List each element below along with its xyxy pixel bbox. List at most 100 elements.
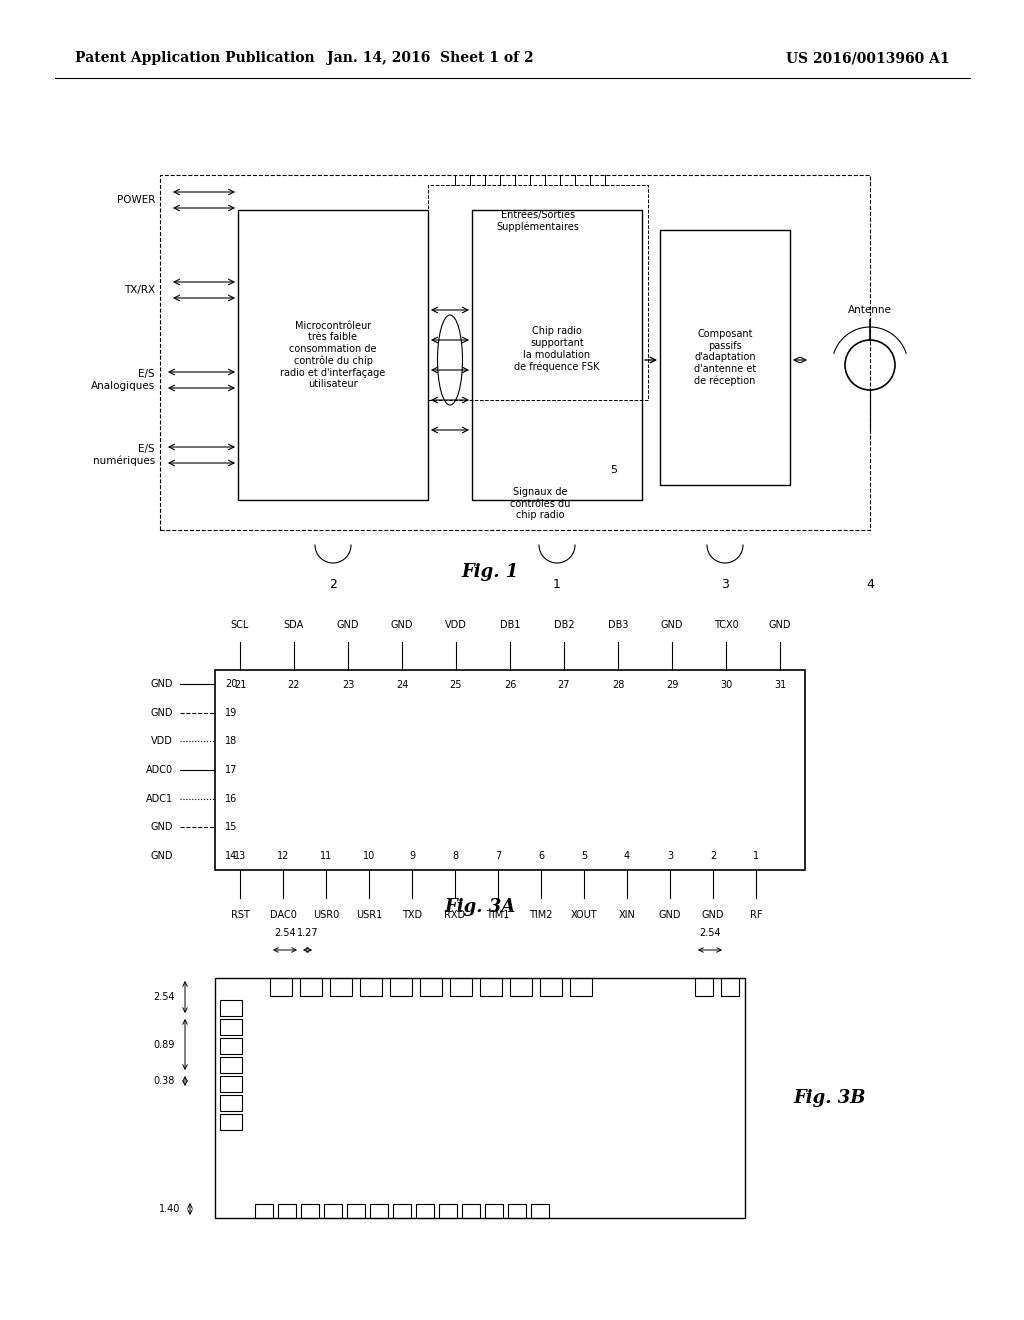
Text: 5: 5 [610,465,617,475]
Bar [540,978,562,997]
Text: 21: 21 [233,680,246,690]
Text: GND: GND [151,851,173,861]
Text: Antenne: Antenne [848,305,892,315]
Text: 2.54: 2.54 [154,993,175,1002]
Text: 2.54: 2.54 [274,928,296,939]
Text: 22: 22 [288,680,300,690]
Text: GND: GND [769,620,792,630]
Text: POWER: POWER [117,195,155,205]
Text: 31: 31 [774,680,786,690]
Text: 30: 30 [720,680,732,690]
Text: TIM1: TIM1 [486,909,510,920]
Bar [220,1114,242,1130]
Text: 20: 20 [225,678,238,689]
Text: Entrées/Sorties
Supplémentaires: Entrées/Sorties Supplémentaires [497,210,580,232]
Bar [160,176,870,531]
Bar [300,978,322,997]
Bar [531,1204,549,1218]
Bar [570,978,592,997]
Text: XOUT: XOUT [570,909,597,920]
Text: DB1: DB1 [500,620,520,630]
Text: Microcontrôleur
très faible
consommation de
contrôle du chip
radio et d'interfaç: Microcontrôleur très faible consommation… [281,321,386,389]
Text: 2: 2 [329,578,337,591]
Text: Patent Application Publication: Patent Application Publication [75,51,314,65]
Bar [347,1204,365,1218]
Text: TXD: TXD [402,909,422,920]
Text: GND: GND [151,708,173,718]
Text: 1.40: 1.40 [159,1204,180,1214]
Text: 5: 5 [581,851,587,861]
Text: RST: RST [230,909,250,920]
Text: 25: 25 [450,680,462,690]
Text: XIN: XIN [618,909,636,920]
Text: E/S
Analogiques: E/S Analogiques [91,370,155,391]
Text: DB2: DB2 [554,620,574,630]
Bar [450,978,472,997]
Text: 6: 6 [538,851,544,861]
Text: Jan. 14, 2016  Sheet 1 of 2: Jan. 14, 2016 Sheet 1 of 2 [327,51,534,65]
Text: 14: 14 [225,851,238,861]
Text: ADC1: ADC1 [145,793,173,804]
Bar [360,978,382,997]
Text: US 2016/0013960 A1: US 2016/0013960 A1 [786,51,950,65]
Bar [439,1204,457,1218]
Text: 18: 18 [225,737,238,746]
Bar [215,978,745,1218]
Text: 3: 3 [721,578,729,591]
Text: 28: 28 [611,680,625,690]
Bar [416,1204,434,1218]
Text: GND: GND [701,909,724,920]
Text: 9: 9 [409,851,415,861]
Text: ADC0: ADC0 [145,766,173,775]
Text: 4: 4 [866,578,873,591]
Text: TX/RX: TX/RX [124,285,155,294]
Text: GND: GND [151,678,173,689]
Text: 10: 10 [362,851,375,861]
Text: VDD: VDD [152,737,173,746]
Text: 0.38: 0.38 [154,1076,175,1086]
Bar [370,1204,388,1218]
Text: 16: 16 [225,793,238,804]
Bar [220,1038,242,1053]
Text: Signaux de
contrôles du
chip radio: Signaux de contrôles du chip radio [510,487,570,520]
Bar [215,671,805,870]
Bar [393,1204,411,1218]
Bar [220,1096,242,1111]
Bar [510,978,532,997]
Text: Fig. 3B: Fig. 3B [794,1089,866,1107]
Text: 12: 12 [276,851,289,861]
Text: USR0: USR0 [313,909,339,920]
Text: 1: 1 [753,851,759,861]
Text: USR1: USR1 [356,909,382,920]
Bar [428,185,648,400]
Bar [462,1204,480,1218]
Text: TCX0: TCX0 [714,620,738,630]
Text: DAC0: DAC0 [269,909,296,920]
Text: GND: GND [658,909,681,920]
Text: GND: GND [391,620,414,630]
Text: 1: 1 [553,578,561,591]
Bar [480,978,502,997]
Bar [238,210,428,500]
Text: E/S
numériques: E/S numériques [93,444,155,466]
Text: DB3: DB3 [608,620,629,630]
Bar [472,210,642,500]
Text: TIM2: TIM2 [529,909,553,920]
Bar [278,1204,296,1218]
Text: 27: 27 [558,680,570,690]
Bar [301,1204,319,1218]
Bar [390,978,412,997]
Bar [220,1057,242,1073]
Text: 2.54: 2.54 [699,928,721,939]
Text: 2: 2 [710,851,716,861]
Text: Fig. 3A: Fig. 3A [444,898,516,916]
Text: 15: 15 [225,822,238,833]
Text: GND: GND [337,620,359,630]
Bar [324,1204,342,1218]
Text: 13: 13 [233,851,246,861]
Text: Chip radio
supportant
la modulation
de fréquence FSK: Chip radio supportant la modulation de f… [514,326,600,372]
Text: SCL: SCL [230,620,249,630]
Text: RF: RF [750,909,762,920]
Text: 19: 19 [225,708,238,718]
Text: Composant
passifs
d'adaptation
d'antenne et
de réception: Composant passifs d'adaptation d'antenne… [694,329,756,385]
